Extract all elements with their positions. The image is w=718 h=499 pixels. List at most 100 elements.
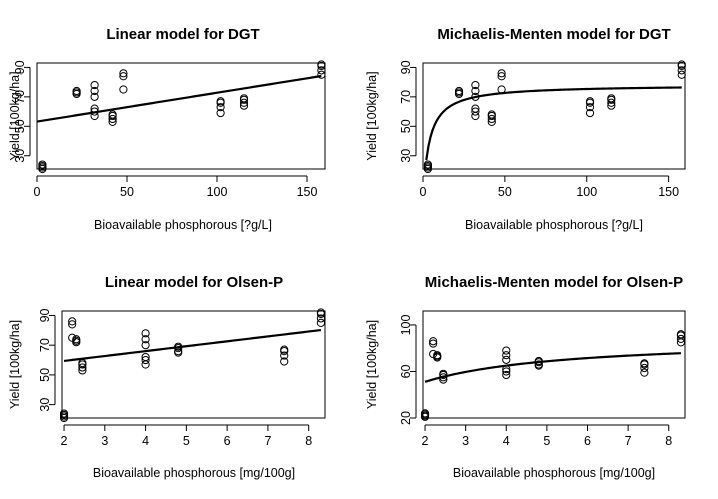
data-point bbox=[119, 69, 128, 78]
data-point bbox=[216, 108, 225, 118]
data-point bbox=[502, 370, 511, 380]
x-tick-label: 100 bbox=[207, 185, 228, 199]
data-point bbox=[280, 357, 289, 366]
y-axis-label: Yield [100kg/ha] bbox=[8, 71, 22, 160]
data-point bbox=[141, 335, 150, 344]
x-axis-label: Bioavailable phosphorous [?g/L] bbox=[94, 218, 272, 232]
y-tick-label: 60 bbox=[399, 364, 413, 378]
chart-title: Michaelis-Menten model for Olsen-P bbox=[425, 274, 683, 291]
y-tick-label: 20 bbox=[399, 411, 413, 425]
chart-panel-2: Michaelis-Menten model for DGT 0 50 100 150 3… bbox=[365, 26, 686, 232]
data-point bbox=[141, 355, 150, 365]
data-point bbox=[72, 86, 81, 96]
data-point bbox=[502, 355, 511, 364]
x-axis: 0 50 100 150 bbox=[420, 175, 679, 199]
data-point bbox=[640, 363, 649, 373]
data-point bbox=[534, 360, 543, 369]
data-point bbox=[487, 110, 496, 119]
data-point bbox=[502, 367, 511, 376]
data-point bbox=[280, 345, 289, 354]
y-tick-label: 50 bbox=[38, 368, 52, 382]
x-tick-label: 7 bbox=[625, 434, 632, 448]
y-tick-label: 50 bbox=[13, 119, 27, 133]
y-axis-label: Yield [100kg/ha] bbox=[365, 320, 379, 409]
x-axis-label: Bioavailable phosphorous [mg/100g] bbox=[453, 466, 655, 480]
x-tick-label: 4 bbox=[142, 434, 149, 448]
x-tick-label: 5 bbox=[543, 434, 550, 448]
y-axis: 30 50 70 90 bbox=[399, 60, 417, 163]
data-point bbox=[607, 98, 616, 107]
chart-panel-3: Linear model for Olsen-P 2 3 4 5 6 7 8 30 50 70 90 B… bbox=[8, 274, 326, 480]
x-axis: 0 50 100 150 bbox=[34, 175, 317, 199]
data-point bbox=[497, 72, 506, 81]
y-tick-label: 50 bbox=[399, 119, 413, 133]
data-point bbox=[108, 114, 117, 124]
data-point bbox=[471, 107, 480, 116]
x-tick-label: 100 bbox=[576, 185, 597, 199]
y-axis: 30 50 70 90 bbox=[38, 308, 56, 412]
data-point bbox=[423, 160, 433, 169]
y-tick-label: 90 bbox=[13, 60, 27, 74]
data-point bbox=[141, 341, 150, 350]
x-tick-label: 5 bbox=[183, 434, 190, 448]
data-point bbox=[316, 318, 326, 327]
y-axis-label: Yield [100kg/ha] bbox=[365, 71, 379, 160]
x-tick-label: 3 bbox=[101, 434, 108, 448]
data-point bbox=[316, 308, 326, 317]
x-tick-label: 50 bbox=[120, 185, 134, 199]
y-tick-label: 30 bbox=[13, 149, 27, 163]
plot-frame bbox=[422, 310, 686, 419]
data-point bbox=[38, 160, 47, 169]
data-point bbox=[68, 320, 77, 329]
data-point bbox=[585, 108, 595, 118]
y-tick-label: 30 bbox=[38, 398, 52, 412]
data-point bbox=[677, 70, 686, 79]
data-point bbox=[471, 86, 480, 96]
chart-title: Linear model for Olsen-P bbox=[105, 274, 283, 291]
data-point bbox=[216, 97, 225, 106]
y-tick-label: 90 bbox=[38, 308, 52, 322]
data-point bbox=[676, 330, 686, 339]
x-tick-label: 7 bbox=[264, 434, 271, 448]
data-point bbox=[607, 94, 616, 103]
data-point bbox=[640, 368, 649, 377]
data-point bbox=[90, 80, 99, 90]
data-point bbox=[429, 339, 438, 348]
data-point bbox=[108, 110, 117, 119]
y-tick-label: 70 bbox=[38, 338, 52, 352]
data-point bbox=[502, 351, 511, 360]
x-tick-label: 6 bbox=[584, 434, 591, 448]
x-tick-label: 8 bbox=[305, 434, 312, 448]
chart-panel-4: Michaelis-Menten model for Olsen-P 2 3 4 5 6 7… bbox=[365, 274, 686, 480]
data-point bbox=[454, 86, 464, 96]
fitted-curve bbox=[37, 74, 322, 123]
data-point bbox=[433, 351, 442, 360]
x-tick-label: 4 bbox=[503, 434, 510, 448]
data-point bbox=[68, 333, 77, 342]
data-point bbox=[585, 97, 595, 106]
fitted-curve bbox=[424, 352, 681, 383]
y-axis-label: Yield [100kg/ha] bbox=[8, 320, 22, 409]
y-tick-label: 70 bbox=[13, 90, 27, 104]
data-point bbox=[640, 359, 649, 368]
x-tick-label: 3 bbox=[462, 434, 469, 448]
data-point bbox=[317, 70, 326, 79]
data-point bbox=[141, 352, 150, 362]
x-tick-label: 2 bbox=[61, 434, 68, 448]
data-points bbox=[38, 60, 326, 174]
data-point bbox=[677, 66, 686, 75]
data-point bbox=[141, 329, 150, 338]
data-point bbox=[68, 317, 77, 326]
data-point bbox=[119, 72, 128, 81]
chart-panel-1: Linear model for DGT 0 50 100 150 30 50 70 90 Bio… bbox=[8, 26, 326, 232]
data-point bbox=[216, 103, 225, 112]
data-point bbox=[72, 335, 81, 344]
data-points bbox=[59, 308, 326, 423]
data-point bbox=[90, 86, 99, 96]
data-points bbox=[420, 330, 686, 421]
fitted-curve bbox=[63, 328, 322, 363]
data-point bbox=[317, 60, 326, 69]
x-tick-label: 0 bbox=[34, 185, 41, 199]
data-points bbox=[423, 60, 686, 174]
